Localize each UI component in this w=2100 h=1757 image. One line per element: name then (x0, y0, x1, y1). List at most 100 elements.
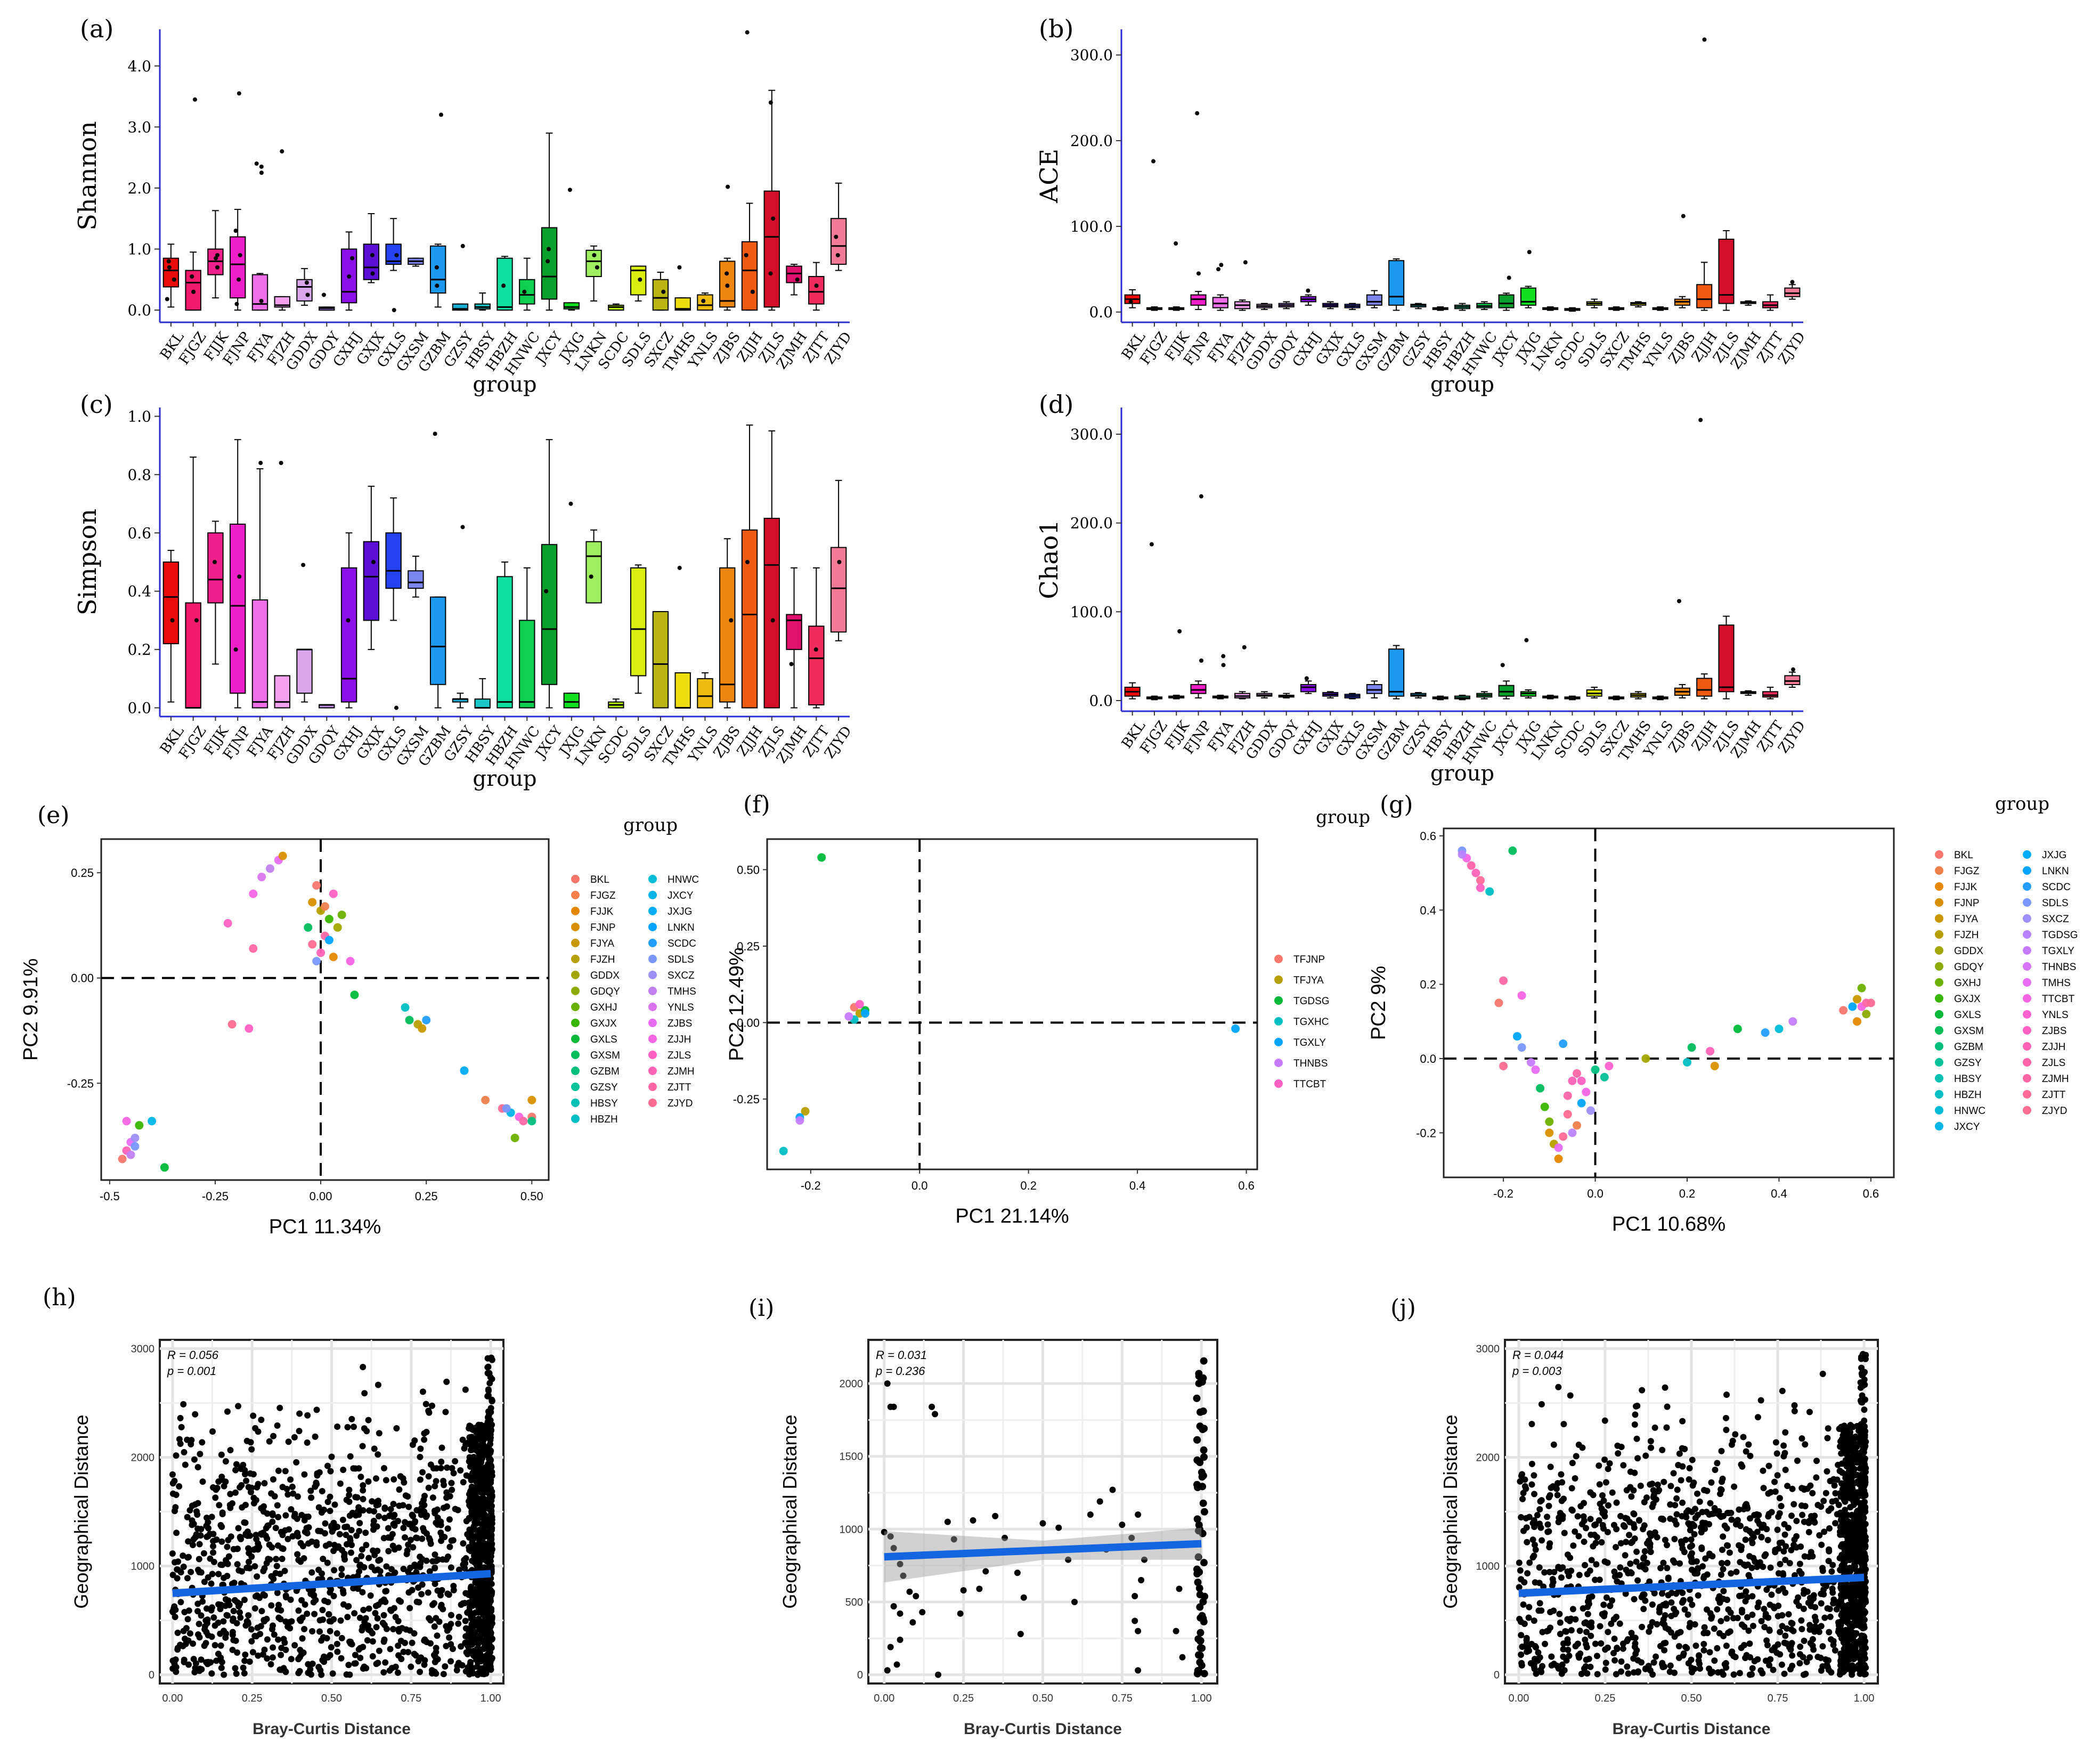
data-point (442, 1663, 449, 1670)
y-tick-label: 0.8 (127, 466, 151, 484)
data-point (432, 1551, 438, 1558)
y-tick-label: 2000 (1476, 1452, 1500, 1463)
data-point (459, 1436, 466, 1443)
legend-label: GZBM (590, 1066, 620, 1077)
data-point (282, 1618, 289, 1625)
data-point (1071, 1598, 1078, 1605)
data-point (177, 1599, 184, 1606)
data-point (205, 1574, 211, 1581)
data-point (1839, 1659, 1846, 1666)
data-point (275, 1514, 282, 1520)
data-point (233, 1461, 240, 1468)
data-point (443, 1503, 450, 1510)
box-ZJYD (1784, 287, 1801, 297)
data-point (400, 1524, 407, 1531)
data-point (397, 1638, 404, 1645)
data-point (1699, 1509, 1706, 1516)
data-point (1784, 1483, 1791, 1490)
data-point (486, 1455, 493, 1462)
plot-frame (1443, 827, 1895, 1178)
legend-swatch (1935, 978, 1943, 987)
y-tick-label: 0.00 (737, 1016, 760, 1029)
data-point (1610, 1522, 1617, 1528)
data-point (1548, 1662, 1555, 1669)
data-point (321, 1658, 328, 1665)
data-point (261, 1646, 268, 1653)
data-point (1620, 1462, 1627, 1469)
data-point (1536, 1564, 1543, 1571)
data-point (1649, 1503, 1656, 1510)
legend-label: ZJTT (668, 1082, 691, 1093)
legend-label: BKL (590, 874, 609, 885)
legend-swatch (648, 1003, 657, 1011)
data-point (333, 1630, 340, 1637)
data-point (1551, 1568, 1558, 1575)
outlier-point (1524, 638, 1529, 642)
data-point (283, 1485, 290, 1492)
y-axis-label: Geographical Distance (70, 1414, 92, 1608)
data-point (1614, 1442, 1621, 1449)
data-point (338, 1655, 345, 1662)
data-point (175, 1558, 182, 1565)
box-FJYA (1212, 297, 1228, 308)
data-point (371, 1508, 378, 1515)
box-ZJJH (741, 529, 758, 709)
data-point (478, 1533, 485, 1540)
data-point (1687, 1620, 1694, 1626)
data-point (1559, 1132, 1568, 1141)
data-point (261, 1480, 268, 1487)
data-point (1538, 1401, 1545, 1408)
data-point (346, 1638, 353, 1645)
data-point (1818, 1600, 1825, 1607)
legend-swatch (2023, 898, 2031, 907)
data-point (480, 1554, 487, 1561)
legend-label: ZJTT (2042, 1089, 2066, 1101)
legend-swatch (648, 1051, 657, 1059)
y-tick-label: 300.0 (1070, 46, 1113, 64)
outlier-point (726, 184, 730, 189)
data-point (1816, 1629, 1822, 1636)
panel-i-distance: (i)0.00 0.25 0.50 0.75 1.000500100015002000B… (748, 1295, 1218, 1738)
data-point (199, 1439, 206, 1446)
box-FJNP (230, 523, 246, 694)
data-point (468, 1434, 475, 1441)
data-point (338, 1634, 345, 1641)
data-point (1641, 1054, 1650, 1063)
data-point (1820, 1591, 1827, 1598)
legend-label: TTCBT (2042, 994, 2075, 1005)
data-point (345, 1662, 352, 1669)
data-point (890, 1603, 897, 1610)
data-point (201, 1626, 208, 1633)
data-point (1138, 1576, 1145, 1583)
legend-label: FJJK (1954, 882, 1977, 893)
data-point (1631, 1421, 1638, 1428)
data-point (390, 1605, 397, 1612)
data-point (235, 1567, 242, 1574)
data-point (452, 1458, 459, 1465)
data-point (319, 1570, 325, 1577)
data-point (400, 1565, 407, 1572)
data-point (1743, 1588, 1749, 1595)
data-point (1661, 1663, 1667, 1670)
data-point (1520, 1527, 1527, 1534)
data-point (417, 1669, 424, 1675)
data-point (1639, 1387, 1646, 1394)
data-point (1602, 1660, 1609, 1666)
legend-swatch (571, 955, 580, 963)
outlier-point (237, 574, 242, 579)
data-point (408, 1536, 414, 1543)
data-point (1795, 1594, 1802, 1601)
data-point (1851, 1640, 1858, 1647)
data-point (1812, 1604, 1819, 1610)
stat-R: R = 0.056 (167, 1348, 219, 1362)
data-point (208, 1670, 215, 1677)
data-point (1558, 1670, 1565, 1677)
data-point (1596, 1462, 1602, 1469)
data-point (1668, 1590, 1675, 1597)
data-point (330, 1548, 337, 1555)
data-point (222, 1458, 229, 1465)
data-point (390, 1625, 397, 1632)
legend-label: HBZH (590, 1114, 618, 1125)
data-point (196, 1621, 202, 1628)
data-point (224, 1560, 231, 1567)
